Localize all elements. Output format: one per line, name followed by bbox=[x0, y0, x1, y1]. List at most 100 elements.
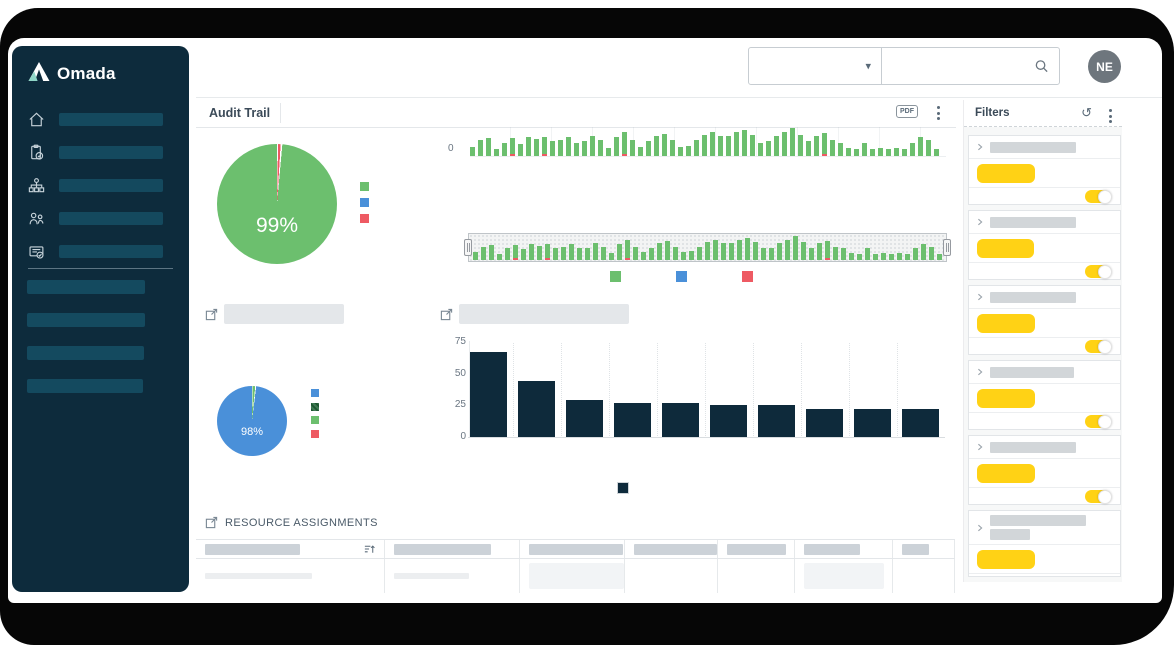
navigator-handle-left[interactable] bbox=[464, 239, 472, 256]
filters-header: Filters ↺ bbox=[964, 100, 1122, 127]
table-row[interactable] bbox=[196, 559, 955, 593]
navigator-bar bbox=[657, 243, 662, 260]
navigator-bar bbox=[777, 243, 782, 260]
redacted-label bbox=[59, 113, 163, 126]
table-cell bbox=[625, 559, 718, 593]
filter-card-header[interactable] bbox=[969, 511, 1120, 545]
app-window: Omada ▾ N bbox=[8, 38, 1162, 603]
gridline bbox=[849, 343, 850, 436]
bar bbox=[606, 148, 611, 156]
sidebar-item[interactable] bbox=[12, 235, 189, 268]
sidebar-item[interactable] bbox=[12, 202, 189, 235]
legend-swatch bbox=[742, 271, 753, 282]
navigator-handle-right[interactable] bbox=[943, 239, 951, 256]
bar bbox=[718, 136, 723, 156]
bar bbox=[734, 132, 739, 156]
bar bbox=[710, 405, 747, 437]
bar bbox=[934, 149, 939, 156]
filter-value-pill[interactable] bbox=[977, 550, 1035, 569]
filter-sort-icon[interactable] bbox=[363, 543, 376, 556]
bar bbox=[598, 140, 603, 156]
navigator-bar bbox=[761, 248, 766, 260]
sidebar-item[interactable] bbox=[12, 169, 189, 202]
navigator-bar bbox=[513, 245, 518, 260]
reset-filters-icon[interactable]: ↺ bbox=[1081, 105, 1092, 120]
filter-card bbox=[968, 285, 1121, 355]
search-icon[interactable] bbox=[1034, 59, 1049, 74]
redacted-filter-title bbox=[990, 515, 1086, 540]
filter-toggle[interactable] bbox=[1085, 489, 1112, 504]
filter-value-pill[interactable] bbox=[977, 164, 1035, 183]
navigator-bar bbox=[625, 240, 630, 260]
sidebar-item[interactable] bbox=[12, 136, 189, 169]
filter-toggle[interactable] bbox=[1085, 189, 1112, 204]
bar bbox=[566, 137, 571, 156]
bar bbox=[846, 148, 851, 156]
search-scope-select[interactable]: ▾ bbox=[749, 48, 882, 84]
column-header[interactable] bbox=[520, 540, 625, 558]
filter-value-pill[interactable] bbox=[977, 464, 1035, 483]
column-header[interactable] bbox=[718, 540, 795, 558]
redacted-secondary-item[interactable] bbox=[27, 346, 144, 360]
top-resources-bar-chart: 75 50 25 0 bbox=[448, 336, 953, 442]
header-divider bbox=[280, 103, 281, 123]
bar bbox=[662, 403, 699, 437]
expand-icon[interactable] bbox=[205, 308, 218, 321]
redacted-secondary-item[interactable] bbox=[27, 280, 145, 294]
column-header[interactable] bbox=[795, 540, 893, 558]
filter-card-header[interactable] bbox=[969, 361, 1120, 384]
bar bbox=[806, 409, 843, 437]
legend-swatch bbox=[360, 182, 369, 191]
toggle-knob bbox=[1098, 489, 1112, 504]
resource-assignments-header[interactable]: RESOURCE ASSIGNMENTS bbox=[205, 516, 378, 529]
redacted-column-title bbox=[205, 543, 300, 555]
bar bbox=[782, 132, 787, 156]
home-icon bbox=[27, 110, 46, 129]
filter-toggle[interactable] bbox=[1085, 264, 1112, 279]
bar bbox=[526, 137, 531, 156]
filter-card-header[interactable] bbox=[969, 211, 1120, 234]
expand-icon[interactable] bbox=[440, 308, 453, 321]
more-options-icon[interactable] bbox=[936, 106, 940, 120]
bar bbox=[614, 137, 619, 156]
chart-range-navigator[interactable] bbox=[464, 233, 951, 262]
export-pdf-button[interactable]: PDF bbox=[896, 105, 918, 118]
sidebar-item[interactable] bbox=[12, 103, 189, 136]
pie-center-label: 98% bbox=[240, 426, 264, 438]
filters-more-options-icon[interactable] bbox=[1108, 109, 1112, 123]
filter-card-header[interactable] bbox=[969, 436, 1120, 459]
search-input[interactable] bbox=[882, 48, 1059, 84]
section-header-left[interactable] bbox=[205, 304, 344, 324]
redacted-secondary-item[interactable] bbox=[27, 379, 143, 393]
navigator-bar bbox=[529, 244, 534, 260]
column-header[interactable] bbox=[385, 540, 520, 558]
y-tick-label: 0 bbox=[460, 431, 466, 442]
sidebar: Omada bbox=[12, 46, 189, 592]
filter-value-pill[interactable] bbox=[977, 389, 1035, 408]
bar bbox=[878, 148, 883, 156]
redacted-secondary-item[interactable] bbox=[27, 313, 145, 327]
column-header[interactable] bbox=[893, 540, 955, 558]
column-header[interactable] bbox=[625, 540, 718, 558]
redacted-column-title bbox=[804, 543, 860, 555]
expand-icon[interactable] bbox=[205, 516, 218, 529]
bar bbox=[894, 148, 899, 156]
section-header-right[interactable] bbox=[440, 304, 629, 324]
filter-card-header[interactable] bbox=[969, 286, 1120, 309]
redacted-cell bbox=[205, 573, 313, 579]
pie-legend bbox=[311, 389, 319, 438]
table-header-row bbox=[196, 539, 955, 559]
column-header[interactable] bbox=[196, 540, 385, 558]
gridline bbox=[753, 343, 754, 436]
redacted-label bbox=[59, 146, 163, 159]
filter-value-pill[interactable] bbox=[977, 314, 1035, 333]
filters-panel: Filters ↺ bbox=[963, 100, 1122, 582]
navigator-bars bbox=[473, 236, 942, 260]
filter-toggle[interactable] bbox=[1085, 414, 1112, 429]
filter-card-header[interactable] bbox=[969, 136, 1120, 159]
avatar[interactable]: NE bbox=[1088, 50, 1121, 83]
filter-value-pill[interactable] bbox=[977, 239, 1034, 258]
bar bbox=[902, 409, 939, 437]
filter-toggle[interactable] bbox=[1085, 339, 1112, 354]
navigator-bar bbox=[641, 252, 646, 260]
